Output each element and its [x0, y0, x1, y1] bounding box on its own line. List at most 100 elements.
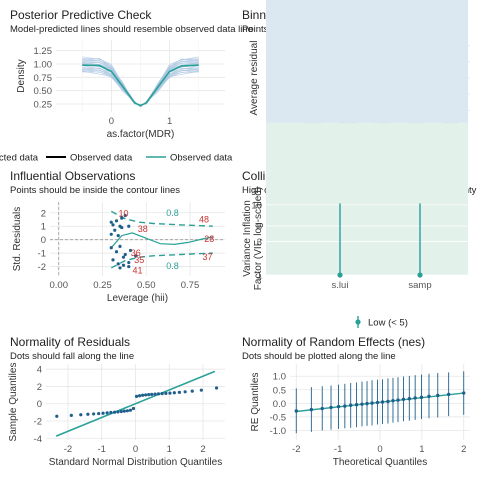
y-axis-title: Std. Residuals	[12, 207, 23, 271]
observation-label: 28	[204, 234, 214, 244]
data-point	[183, 390, 187, 394]
data-point	[116, 410, 120, 414]
x-tick-label: 0	[109, 116, 114, 127]
data-point	[134, 394, 139, 398]
panel-title: Posterior Predictive Check	[10, 8, 152, 22]
zone-moderate	[266, 0, 468, 123]
data-point	[354, 403, 359, 407]
data-point	[123, 213, 127, 218]
data-point	[144, 393, 148, 397]
data-point	[111, 223, 115, 227]
x-tick-label: 1	[167, 116, 172, 127]
reference-line	[55, 370, 216, 437]
panel-posterior-predictive-check: Posterior Predictive Check Model-predicte…	[0, 8, 253, 164]
data-point	[153, 392, 157, 396]
data-point	[125, 409, 129, 413]
data-point	[348, 403, 353, 407]
x-tick-label: 2	[461, 444, 466, 455]
cooks-contour-upper	[110, 210, 213, 227]
panel-normality-of-random-effects: Normality of Random Effects (nes) Dots sh…	[242, 335, 470, 468]
y-tick-label: 5	[257, 222, 262, 233]
y-tick-label: 1.25	[34, 46, 53, 57]
data-point	[427, 394, 431, 398]
data-point	[329, 405, 333, 410]
y-tick-label: 10	[251, 200, 262, 211]
y-tick-label: 0.75	[34, 73, 53, 84]
y-tick-label: -1	[38, 249, 46, 260]
y-tick-label: 3	[257, 237, 262, 248]
panel-collinearity: CollinearityHigh collinearity (VIF) may …	[242, 0, 477, 329]
x-axis-title: as.factor(MDR)	[107, 129, 175, 140]
data-point	[134, 254, 138, 258]
contour-label: 0.8	[166, 208, 179, 218]
data-point	[462, 391, 466, 395]
data-point	[294, 409, 298, 413]
observed-data-line	[82, 64, 199, 107]
data-point	[131, 406, 136, 411]
data-point	[413, 396, 417, 400]
x-axis-title: Theoretical Quantiles	[333, 457, 428, 468]
panel-title: Normality of Random Effects (nes)	[242, 335, 425, 349]
ppc-curves	[82, 56, 199, 108]
panel-subtitle: Dots should fall along the line	[10, 351, 134, 362]
x-tick-label: -1	[97, 444, 105, 455]
data-point	[365, 401, 369, 406]
data-point	[120, 225, 124, 230]
data-point	[172, 391, 176, 395]
y-tick-label: 1	[41, 222, 46, 233]
data-point	[156, 392, 161, 396]
data-point	[446, 392, 451, 397]
y-tick-label: -2	[34, 417, 42, 428]
data-point	[55, 414, 59, 418]
loess-line	[110, 232, 213, 249]
data-point	[116, 234, 120, 238]
y-tick-label: 0.25	[34, 100, 53, 111]
data-point	[118, 244, 122, 248]
data-point	[127, 264, 131, 269]
data-point	[105, 411, 109, 415]
observation-label: 37	[202, 252, 212, 262]
x-tick-label: 0.25	[93, 280, 112, 291]
data-point	[109, 232, 113, 236]
data-point	[121, 263, 126, 267]
contour-label: 0.8	[166, 261, 179, 271]
legend-label: Low (< 5)	[368, 318, 408, 329]
panel-subtitle: Dots should be plotted along the line	[242, 351, 396, 362]
data-point	[140, 393, 145, 397]
model-predicted-line	[82, 60, 199, 105]
data-point	[121, 255, 126, 259]
data-point	[127, 260, 131, 265]
data-point	[111, 258, 115, 262]
observation-label: 38	[138, 224, 148, 234]
observation-label: 35	[134, 255, 144, 265]
x-axis-title: Leverage (hii)	[107, 293, 168, 304]
data-point	[380, 400, 385, 404]
data-point	[177, 390, 182, 394]
data-point	[109, 410, 113, 415]
y-tick-label: 0.0	[273, 399, 286, 410]
data-point	[396, 398, 400, 402]
cooks-contour-lower	[110, 252, 213, 269]
data-point	[370, 401, 374, 405]
vif-point	[337, 272, 343, 278]
data-point	[150, 392, 154, 396]
x-tick-label: 0.00	[50, 280, 69, 291]
panel-subtitle: Model-predicted lines should resemble ob…	[10, 24, 253, 35]
data-point	[123, 252, 127, 257]
x-tick-label: 0	[133, 444, 138, 455]
panel-normality-of-residuals: Normality of Residuals Dots should fall a…	[8, 335, 225, 468]
data-point	[128, 408, 133, 412]
x-tick-label: samp	[408, 280, 431, 291]
data-point	[401, 397, 406, 401]
data-point	[97, 411, 101, 416]
legend-key-point	[355, 319, 361, 325]
data-point	[214, 386, 219, 390]
y-tick-label: 0	[37, 399, 42, 410]
y-tick-label: -0.5	[270, 412, 286, 423]
data-point	[127, 224, 131, 228]
data-point	[109, 246, 113, 250]
data-point	[92, 412, 96, 416]
x-tick-label: s.lui	[332, 280, 349, 291]
data-point	[69, 413, 73, 417]
